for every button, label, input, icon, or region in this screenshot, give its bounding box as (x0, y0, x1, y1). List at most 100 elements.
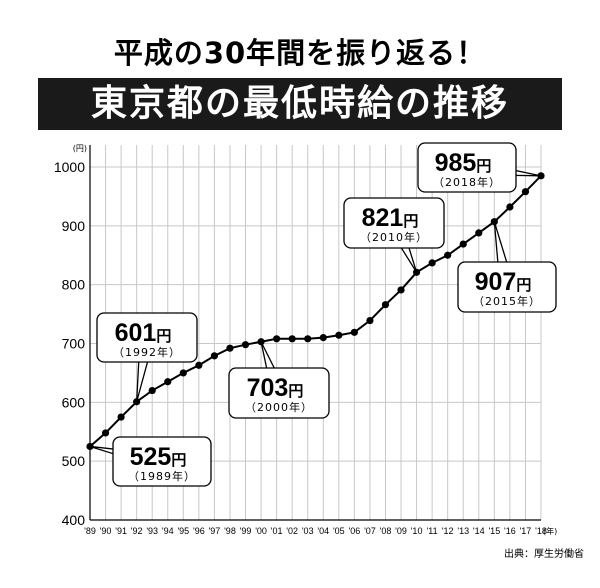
data-point (521, 188, 530, 196)
callout-year: （1992年） (113, 345, 181, 359)
x-tick-label: '14 (473, 526, 485, 536)
x-tick-label: '16 (504, 526, 516, 536)
x-tick-label: '09 (395, 526, 407, 536)
data-point (304, 335, 312, 343)
callout-year: （1989年） (128, 469, 196, 483)
x-tick-label: '17 (520, 526, 532, 536)
x-tick-label: '91 (115, 526, 127, 536)
x-tick-label: '07 (364, 526, 376, 536)
x-tick-label: '11 (427, 526, 438, 536)
x-tick-label: '99 (240, 526, 252, 536)
source-note: 出典：厚生労働省 (504, 549, 584, 560)
x-tick-label: '03 (302, 526, 314, 536)
callout-unit: 円 (516, 277, 531, 294)
data-point (335, 331, 343, 339)
y-tick-label: 800 (62, 277, 86, 293)
x-tick-label: '97 (209, 526, 221, 536)
callouts: 525円（1989年）601円（1992年）703円（2000年）821円（20… (89, 142, 557, 487)
x-tick-label: '96 (193, 526, 205, 536)
callout-value: 525円 (130, 443, 187, 471)
chart-title-banner: 東京都の最低時給の推移 (38, 78, 562, 130)
data-point (241, 341, 250, 349)
callout-value-number: 985 (435, 149, 477, 177)
callout-value: 985円 (435, 149, 492, 177)
x-tick-label: '92 (131, 526, 143, 536)
callout-value: 703円 (247, 374, 304, 402)
y-tick-label: 1000 (54, 159, 85, 175)
data-point (319, 334, 327, 342)
callout: 985円（2018年） (417, 142, 542, 193)
x-tick-label: '18 (535, 526, 547, 536)
chart-heading: 平成の30年間を振り返る！ (113, 36, 487, 70)
data-point (288, 335, 296, 343)
x-tick-label: '95 (177, 526, 189, 536)
callout-year: （2015年） (473, 294, 541, 308)
y-tick-label: 500 (62, 453, 86, 469)
x-tick-label: '13 (457, 526, 469, 536)
callout: 601円（1992年） (96, 312, 198, 403)
callout-value-number: 525 (130, 443, 172, 471)
data-point (475, 229, 483, 237)
y-tick-label: 400 (62, 512, 86, 528)
series-points (86, 172, 545, 451)
data-point (459, 240, 467, 248)
callout-value: 907円 (475, 268, 532, 296)
callout-unit: 円 (476, 158, 491, 175)
data-point (101, 429, 110, 437)
data-point (148, 386, 156, 395)
x-tick-label: '01 (271, 526, 283, 536)
x-tick-label: '94 (162, 526, 174, 536)
data-point (226, 344, 234, 352)
data-point (210, 352, 219, 360)
callout-fill (230, 369, 328, 417)
data-point (366, 316, 374, 325)
y-unit-label: (円) (73, 144, 87, 153)
x-tick-label: '02 (286, 526, 298, 536)
callout-unit: 円 (171, 452, 186, 469)
x-tick-label: '08 (380, 526, 392, 536)
x-tick-label: '93 (146, 526, 158, 536)
x-tick-label: '89 (84, 526, 96, 536)
callout-value-number: 907 (475, 268, 517, 296)
x-tick-label: '05 (333, 526, 345, 536)
x-tick-label: '04 (317, 526, 329, 536)
callout-year: （2000年） (245, 400, 313, 414)
callout-fill (419, 144, 515, 191)
x-tick-label: '15 (488, 526, 500, 536)
y-tick-label: 600 (62, 394, 86, 410)
callout-value-number: 601 (115, 319, 157, 347)
callout-year: （2018年） (433, 175, 501, 189)
callout: 821円（2010年） (343, 197, 445, 273)
data-point (444, 251, 452, 259)
x-tick-label: '90 (100, 526, 112, 536)
x-tick-label: '10 (411, 526, 423, 536)
y-tick-label: 900 (62, 218, 86, 234)
callout-value: 601円 (115, 319, 172, 347)
callout-value: 821円 (362, 204, 419, 232)
data-point (164, 378, 172, 386)
callout-fill (459, 263, 555, 311)
callout: 525円（1989年） (89, 436, 212, 487)
x-tick-label: '98 (224, 526, 236, 536)
data-point (195, 361, 203, 369)
y-tick-label: 700 (62, 336, 86, 352)
x-tick-label: '12 (442, 526, 454, 536)
callout-value-number: 703 (247, 374, 289, 402)
data-point (179, 369, 187, 377)
data-point (397, 286, 405, 294)
x-unit-label: (年) (543, 526, 557, 536)
data-point (350, 328, 358, 336)
x-tick-label: '06 (349, 526, 361, 536)
data-point (428, 259, 436, 267)
callout: 703円（2000年） (228, 341, 330, 419)
callout-unit: 円 (403, 213, 418, 230)
callout-fill (114, 438, 210, 485)
callout-fill (345, 199, 443, 247)
y-tick-labels: 400 500 600 700 800 900 1000 (54, 159, 85, 528)
data-point (506, 203, 514, 211)
x-tick-label: '00 (255, 526, 267, 536)
data-point (117, 413, 125, 421)
callout: 907円（2015年） (457, 221, 557, 313)
data-point (273, 335, 281, 343)
